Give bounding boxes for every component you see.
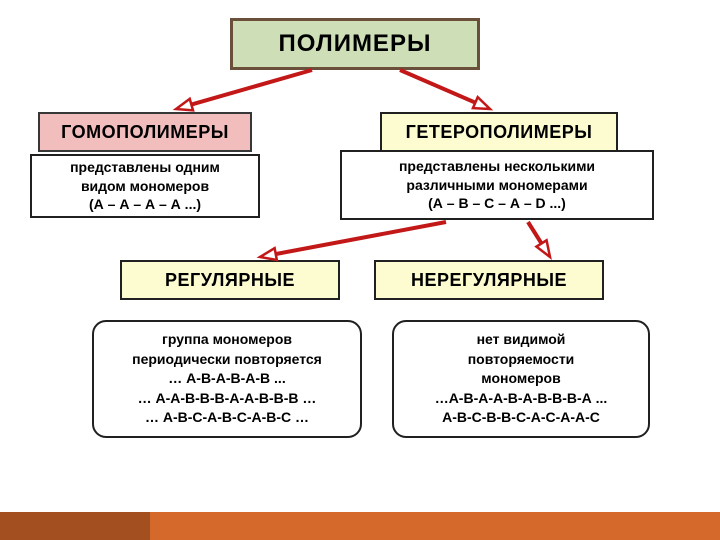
desc-line: мономеров — [481, 369, 560, 389]
desc-line: А-В-С-В-В-С-А-С-А-А-С — [442, 408, 600, 428]
irregular-desc-box: нет видимойповторяемостимономеров…А-В-А-… — [392, 320, 650, 438]
desc-line: различными мономерами — [406, 176, 587, 195]
root-title-text: ПОЛИМЕРЫ — [279, 30, 432, 58]
arrow-line — [528, 222, 545, 249]
arrow-layer — [0, 0, 720, 540]
arrow-line — [185, 70, 312, 106]
regular-box: РЕГУЛЯРНЫЕ — [120, 260, 340, 300]
desc-line: … А-В-А-В-А-В ... — [168, 369, 285, 389]
desc-line: нет видимой — [477, 330, 566, 350]
desc-line: представлены несколькими — [399, 157, 595, 176]
footer-accent — [0, 512, 150, 540]
desc-line: группа мономеров — [162, 330, 292, 350]
homopolymers-box: ГОМОПОЛИМЕРЫ — [38, 112, 252, 152]
arrow-line — [400, 70, 481, 105]
desc-line: представлены одним — [70, 158, 220, 177]
homopolymers-label: ГОМОПОЛИМЕРЫ — [61, 122, 229, 143]
desc-line: …А-В-А-А-В-А-В-В-В-А ... — [435, 389, 608, 409]
heteropolymers-desc-box: представлены несколькимиразличными моном… — [340, 150, 654, 220]
desc-line: (А – В – С – А – D ...) — [428, 194, 566, 213]
irregular-label: НЕРЕГУЛЯРНЫЕ — [411, 270, 567, 291]
desc-line: (А – А – А – А ...) — [89, 195, 201, 214]
desc-line: … А-А-В-В-В-А-А-В-В-В … — [138, 389, 317, 409]
irregular-box: НЕРЕГУЛЯРНЫЕ — [374, 260, 604, 300]
arrow-head-icon — [260, 248, 277, 260]
arrow-head-icon — [176, 99, 193, 111]
desc-line: повторяемости — [468, 350, 575, 370]
desc-line: видом мономеров — [81, 177, 209, 196]
desc-line: периодически повторяется — [132, 350, 322, 370]
regular-desc-box: группа мономеровпериодически повторяется… — [92, 320, 362, 438]
root-title-box: ПОЛИМЕРЫ — [230, 18, 480, 70]
heteropolymers-label: ГЕТЕРОПОЛИМЕРЫ — [406, 122, 593, 143]
arrow-head-icon — [536, 240, 550, 257]
desc-line: … А-В-С-А-В-С-А-В-С … — [145, 408, 309, 428]
arrow-line — [269, 222, 446, 255]
homopolymers-desc-box: представлены однимвидом мономеров(А – А … — [30, 154, 260, 218]
arrow-head-icon — [473, 97, 490, 109]
regular-label: РЕГУЛЯРНЫЕ — [165, 270, 295, 291]
heteropolymers-box: ГЕТЕРОПОЛИМЕРЫ — [380, 112, 618, 152]
